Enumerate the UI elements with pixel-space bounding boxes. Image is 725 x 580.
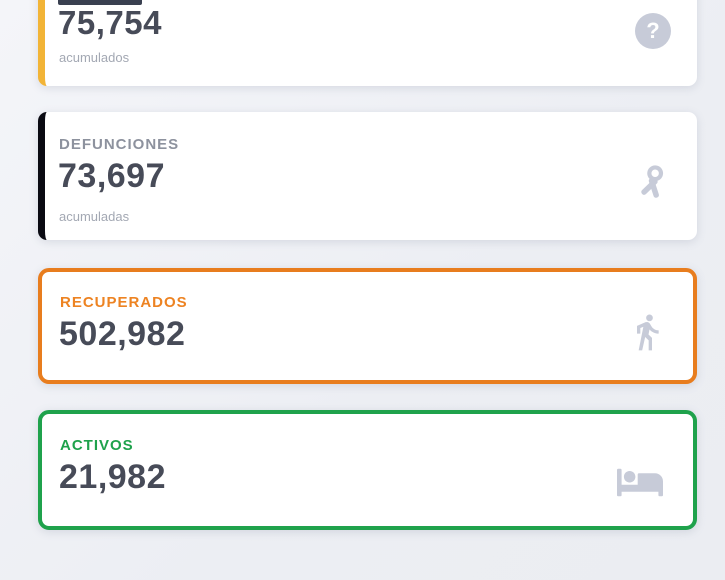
clipped-card-title (58, 0, 142, 5)
question-circle-icon[interactable]: ? (635, 13, 671, 49)
question-glyph: ? (646, 18, 660, 43)
stat-card-confirmados: 75,754 acumulados ? (38, 0, 697, 86)
stat-title: RECUPERADOS (60, 294, 188, 311)
stat-value: 502,982 (59, 315, 186, 353)
stat-card-defunciones: DEFUNCIONES 73,697 acumuladas (38, 112, 697, 240)
stat-value: 73,697 (58, 157, 165, 195)
bed-icon (617, 464, 663, 501)
stat-title: ACTIVOS (60, 437, 134, 454)
stat-card-activos: ACTIVOS 21,982 (38, 410, 697, 530)
stat-title: DEFUNCIONES (59, 136, 180, 153)
stat-card-recuperados: RECUPERADOS 502,982 (38, 268, 697, 384)
stat-value: 21,982 (59, 458, 166, 496)
walking-person-icon (627, 312, 667, 352)
help-icon-wrap[interactable]: ? (635, 13, 671, 49)
ribbon-icon (633, 162, 673, 202)
stat-subtitle: acumuladas (59, 209, 130, 224)
stat-subtitle: acumulados (59, 50, 130, 65)
stat-value: 75,754 (58, 4, 162, 41)
